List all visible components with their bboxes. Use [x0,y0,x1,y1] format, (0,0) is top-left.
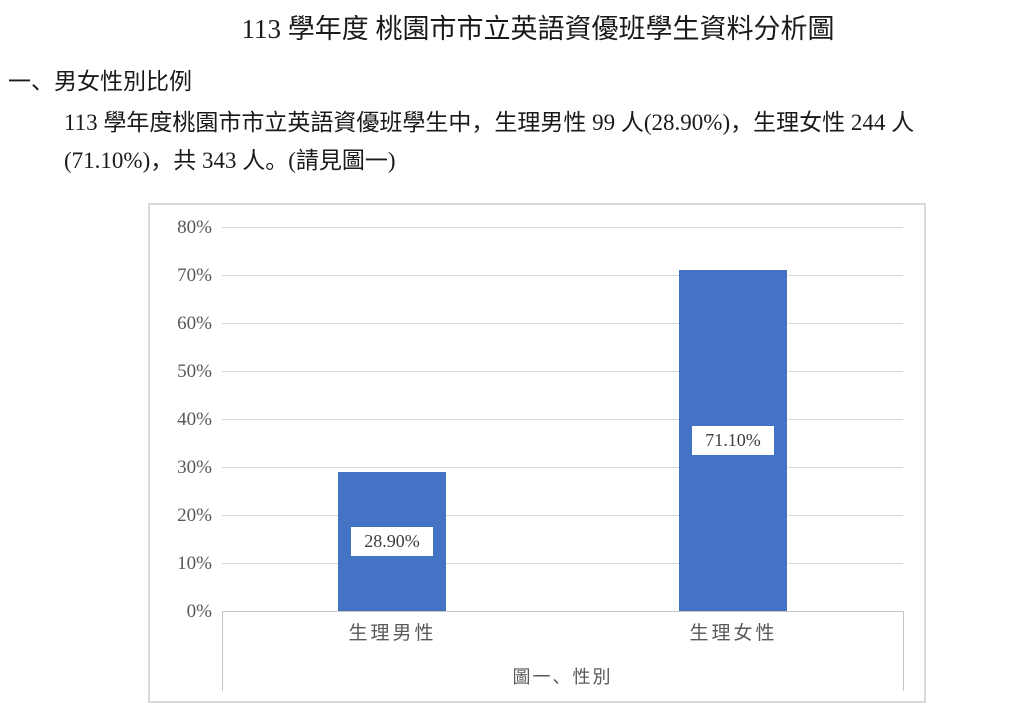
y-axis-tick-label: 60% [177,313,212,334]
category-label: 生理女性 [689,623,778,644]
chart-axis-title: 圖一、性別 [512,667,613,687]
y-axis-tick-label: 0% [186,601,212,622]
y-axis-tick-label: 20% [177,505,212,526]
y-axis-tick-label: 40% [177,409,212,430]
y-axis-tick-label: 30% [177,457,212,478]
y-gridline [222,466,903,468]
y-gridline [222,370,903,372]
body-paragraph: 113 學年度桃園市市立英語資優班學生中，生理男性 99 人(28.90%)，生… [64,104,1032,180]
y-axis-tick-label: 80% [177,217,212,238]
y-gridline [222,514,903,516]
category-label: 生理男性 [348,623,437,644]
body-paragraph-line-2: (71.10%)，共 343 人。(請見圖一) [64,148,396,173]
y-gridline [222,274,903,276]
y-gridline [222,562,903,564]
y-axis-tick-label: 10% [177,553,212,574]
y-axis-tick-label: 50% [177,361,212,382]
y-gridline [222,322,903,324]
document-title: 113 學年度 桃園市市立英語資優班學生資料分析圖 [241,14,835,44]
bar-data-label: 71.10% [692,426,774,455]
y-gridline [222,418,903,420]
y-axis-tick-label: 70% [177,265,212,286]
body-paragraph-line-1: 113 學年度桃園市市立英語資優班學生中，生理男性 99 人(28.90%)，生… [64,110,915,135]
y-gridline [222,226,903,228]
category-separator-line [903,611,904,691]
gender-bar-chart: 0% 10% 20% 30% 40% 50% 60% 70% 80% 28.90% 生理男性 71.1… [148,203,926,703]
x-axis-line [222,610,903,612]
bar-data-label: 28.90% [351,527,433,556]
category-separator-line [222,611,223,691]
section-heading: 一、男女性別比例 [8,69,192,94]
